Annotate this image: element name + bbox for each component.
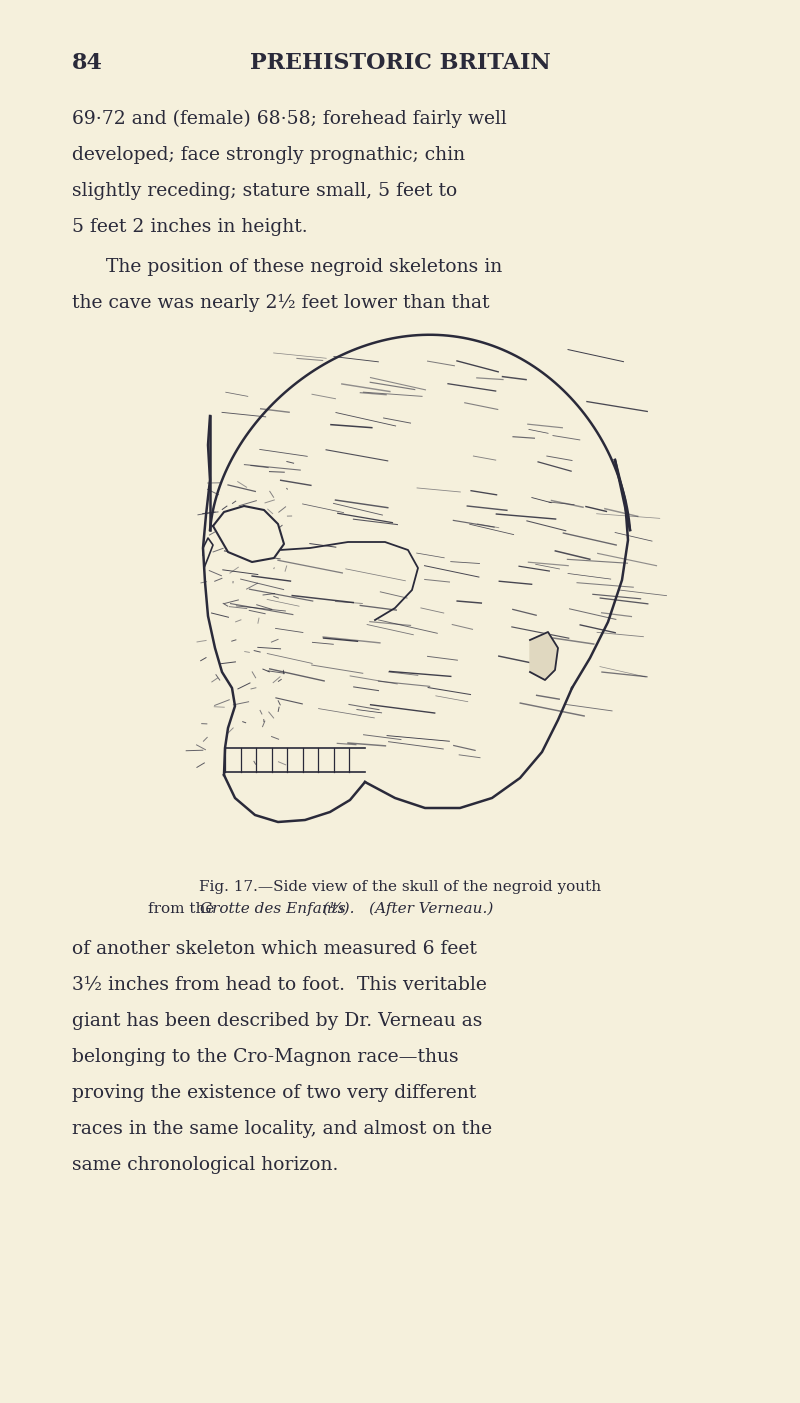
Text: Grotte des Enfants: Grotte des Enfants xyxy=(200,902,346,916)
Text: developed; face strongly prognathic; chin: developed; face strongly prognathic; chi… xyxy=(72,146,465,164)
Text: proving the existence of two very different: proving the existence of two very differ… xyxy=(72,1085,476,1101)
Text: PREHISTORIC BRITAIN: PREHISTORIC BRITAIN xyxy=(250,52,550,74)
Text: The position of these negroid skeletons in: The position of these negroid skeletons … xyxy=(106,258,502,276)
Text: 69·72 and (female) 68·58; forehead fairly well: 69·72 and (female) 68·58; forehead fairl… xyxy=(72,109,506,128)
Text: from the: from the xyxy=(148,902,219,916)
Text: giant has been described by Dr. Verneau as: giant has been described by Dr. Verneau … xyxy=(72,1012,482,1030)
Text: from the                            (⅓).  (After Verneau.): from the (⅓). (After Verneau.) xyxy=(216,902,584,916)
Text: Fig. 17.—Side view of the skull of the negroid youth: Fig. 17.—Side view of the skull of the n… xyxy=(199,880,601,894)
Text: of another skeleton which measured 6 feet: of another skeleton which measured 6 fee… xyxy=(72,940,477,958)
Text: slightly receding; stature small, 5 feet to: slightly receding; stature small, 5 feet… xyxy=(72,182,458,201)
Text: (⅓).   (After Verneau.): (⅓). (After Verneau.) xyxy=(318,902,494,916)
Text: same chronological horizon.: same chronological horizon. xyxy=(72,1156,338,1174)
Text: belonging to the Cro-Magnon race—thus: belonging to the Cro-Magnon race—thus xyxy=(72,1048,458,1066)
Polygon shape xyxy=(530,631,558,680)
Text: 5 feet 2 inches in height.: 5 feet 2 inches in height. xyxy=(72,217,308,236)
Text: races in the same locality, and almost on the: races in the same locality, and almost o… xyxy=(72,1120,492,1138)
Text: the cave was nearly 2½ feet lower than that: the cave was nearly 2½ feet lower than t… xyxy=(72,295,490,311)
Text: 3½ inches from head to foot.  This veritable: 3½ inches from head to foot. This verita… xyxy=(72,976,487,993)
Polygon shape xyxy=(213,506,284,563)
Text: 84: 84 xyxy=(72,52,103,74)
